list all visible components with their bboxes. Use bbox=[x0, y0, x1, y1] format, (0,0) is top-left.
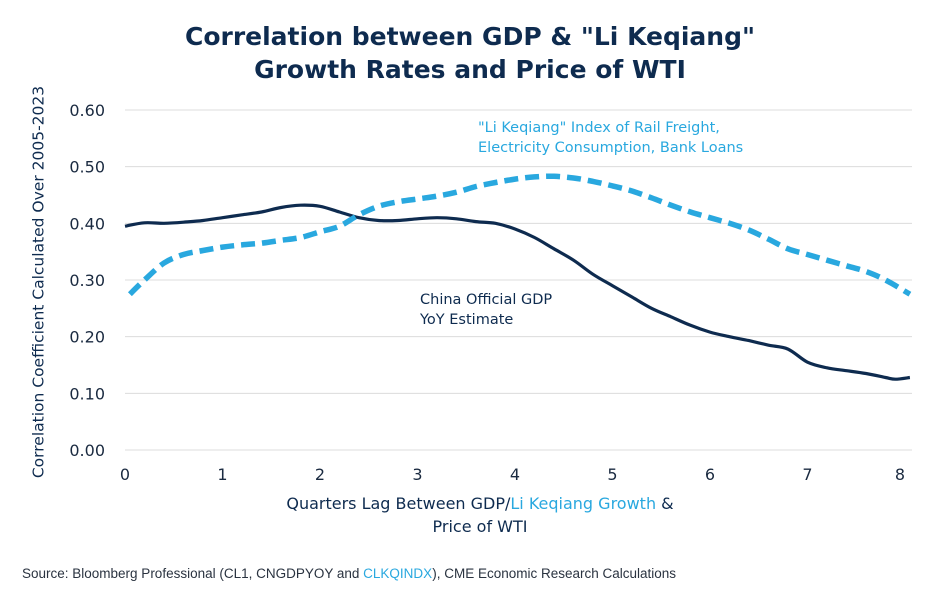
grid-lines bbox=[125, 109, 912, 451]
y-tick-label: 0.20 bbox=[69, 328, 105, 347]
chart-title-line-2: Growth Rates and Price of WTI bbox=[254, 55, 686, 84]
x-axis-label-part-2: & bbox=[656, 494, 674, 513]
y-tick-label: 0.00 bbox=[69, 441, 105, 460]
x-tick-label: 7 bbox=[802, 465, 812, 484]
source-part-2: ), CME Economic Research Calculations bbox=[432, 566, 677, 581]
y-tick-label: 0.40 bbox=[69, 214, 105, 233]
chart-title-line-1: Correlation between GDP & "Li Keqiang" bbox=[184, 22, 756, 51]
source-highlight: CLKQINDX bbox=[363, 566, 433, 581]
source-note: Source: Bloomberg Professional (CL1, CNG… bbox=[22, 566, 676, 581]
x-tick-label: 2 bbox=[315, 465, 325, 484]
x-tick-label: 4 bbox=[510, 465, 520, 484]
series-label-china-gdp-line-2: YoY Estimate bbox=[419, 312, 513, 328]
x-tick-label: 0 bbox=[120, 465, 130, 484]
series-lines bbox=[124, 173, 912, 381]
x-tick-label: 8 bbox=[895, 465, 905, 484]
y-axis-ticks: 0.00 0.10 0.20 0.30 0.40 0.50 0.60 bbox=[69, 101, 105, 460]
x-tick-label: 3 bbox=[412, 465, 422, 484]
y-tick-label: 0.10 bbox=[69, 384, 105, 403]
series-label-china-gdp: China Official GDP YoY Estimate bbox=[419, 292, 557, 328]
series-line-china-gdp bbox=[124, 203, 911, 381]
series-label-li-keqiang: "Li Keqiang" Index of Rail Freight, Elec… bbox=[478, 120, 743, 156]
source-part-1: Source: Bloomberg Professional (CL1, CNG… bbox=[22, 566, 364, 581]
series-label-li-keqiang-line-2: Electricity Consumption, Bank Loans bbox=[478, 140, 743, 156]
x-tick-label: 5 bbox=[607, 465, 617, 484]
x-axis-label: Quarters Lag Between GDP/Li Keqiang Grow… bbox=[250, 492, 710, 538]
x-axis-ticks: 0 1 2 3 4 5 6 7 8 bbox=[120, 465, 905, 484]
x-axis-label-line-2: Price of WTI bbox=[432, 517, 528, 536]
y-axis-label: Correlation Coefficient Calculated Over … bbox=[30, 86, 48, 478]
series-label-li-keqiang-line-1: "Li Keqiang" Index of Rail Freight, bbox=[478, 120, 720, 136]
x-tick-label: 6 bbox=[705, 465, 715, 484]
series-label-china-gdp-line-1: China Official GDP bbox=[420, 292, 552, 308]
y-tick-label: 0.30 bbox=[69, 271, 105, 290]
x-axis-label-highlight: Li Keqiang Growth bbox=[510, 494, 657, 513]
y-tick-label: 0.60 bbox=[69, 101, 105, 120]
series-line-li-keqiang bbox=[127, 173, 912, 297]
x-axis-label-part-1: Quarters Lag Between GDP/ bbox=[286, 494, 511, 513]
y-tick-label: 0.50 bbox=[69, 158, 105, 177]
chart-title: Correlation between GDP & "Li Keqiang" G… bbox=[0, 20, 940, 86]
x-tick-label: 1 bbox=[217, 465, 227, 484]
